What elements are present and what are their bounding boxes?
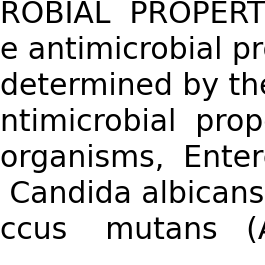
- Text: ntimicrobial  prope: ntimicrobial prope: [0, 108, 265, 137]
- Text: ccus    mutans   (A: ccus mutans (A: [0, 216, 265, 245]
- Text: determined by the: determined by the: [0, 72, 265, 101]
- Text: Candida albicans: Candida albicans: [0, 180, 264, 209]
- Text: organisms,  Enterc: organisms, Enterc: [0, 144, 265, 173]
- Text: ROBIAL  PROPERT: ROBIAL PROPERT: [0, 0, 265, 29]
- Text: e antimicrobial pro: e antimicrobial pro: [0, 36, 265, 65]
